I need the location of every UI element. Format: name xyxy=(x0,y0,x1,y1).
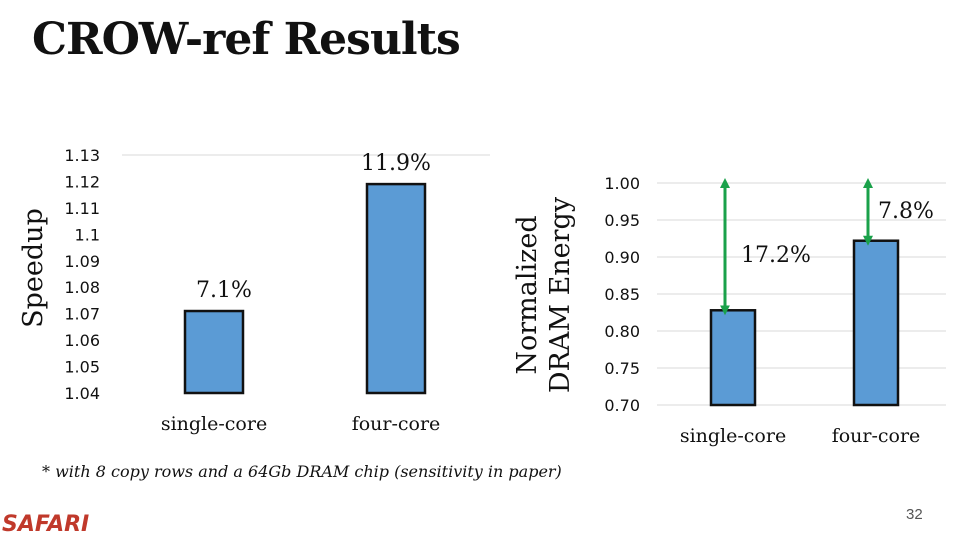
speedup-y-tick-label: 1.05 xyxy=(64,358,100,377)
energy-y-tick-label: 0.85 xyxy=(604,285,640,304)
energy-reduction-label: 7.8% xyxy=(878,199,934,224)
speedup-x-tick-label: single-core xyxy=(161,413,267,435)
energy-y-axis-label-line: Normalized xyxy=(512,215,543,374)
energy-y-tick-label: 0.90 xyxy=(604,248,640,267)
speedup-y-tick-label: 1.06 xyxy=(64,331,100,350)
speedup-bar-four-core xyxy=(365,182,427,395)
energy-bar-single-core xyxy=(709,309,757,407)
safari-logo: SAFARI xyxy=(2,512,90,537)
speedup-y-tick-label: 1.1 xyxy=(75,225,100,244)
speedup-x-tick-label: four-core xyxy=(352,413,441,435)
energy-bar-four-core xyxy=(852,239,900,407)
footnote: * with 8 copy rows and a 64Gb DRAM chip … xyxy=(42,462,562,481)
speedup-data-label: 7.1% xyxy=(196,278,252,303)
speedup-y-tick-label: 1.11 xyxy=(64,199,100,218)
energy-y-tick-label: 0.70 xyxy=(604,396,640,415)
speedup-bar-single-core xyxy=(183,309,245,395)
energy-y-axis-label-line: DRAM Energy xyxy=(545,196,576,393)
speedup-y-tick-label: 1.12 xyxy=(64,172,100,191)
energy-y-tick-label: 0.75 xyxy=(604,359,640,378)
slide-title: CROW-ref Results xyxy=(32,14,461,65)
energy-y-tick-label: 1.00 xyxy=(604,174,640,193)
speedup-data-label: 11.9% xyxy=(361,151,431,176)
energy-x-tick-label: single-core xyxy=(680,425,786,447)
speedup-y-tick-label: 1.04 xyxy=(64,384,100,403)
energy-y-tick-label: 0.80 xyxy=(604,322,640,341)
speedup-y-axis-label: Speedup xyxy=(18,208,49,328)
energy-y-axis-label: NormalizedDRAM Energy xyxy=(512,196,576,393)
speedup-y-tick-label: 1.09 xyxy=(64,252,100,271)
speedup-y-tick-label: 1.07 xyxy=(64,305,100,324)
energy-reduction-label: 17.2% xyxy=(741,243,811,268)
page-number: 32 xyxy=(906,506,923,523)
speedup-y-tick-label: 1.08 xyxy=(64,278,100,297)
energy-x-tick-label: four-core xyxy=(832,425,921,447)
speedup-y-tick-label: 1.13 xyxy=(64,146,100,165)
energy-y-tick-label: 0.95 xyxy=(604,211,640,230)
